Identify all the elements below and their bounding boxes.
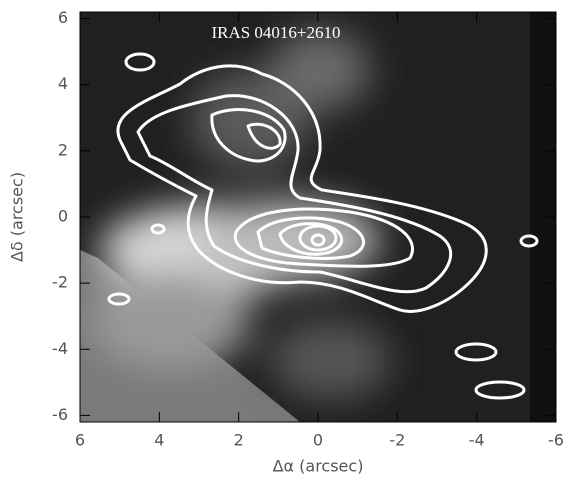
contour bbox=[256, 216, 365, 260]
contour bbox=[233, 207, 414, 268]
contour bbox=[124, 52, 156, 72]
contour bbox=[454, 342, 498, 362]
contour bbox=[116, 64, 488, 313]
contour bbox=[210, 108, 287, 163]
contours bbox=[107, 52, 539, 400]
x-tick-label: -4 bbox=[469, 431, 485, 450]
x-tick-label: -2 bbox=[389, 431, 405, 450]
contour bbox=[107, 292, 131, 306]
contour bbox=[310, 233, 326, 247]
x-tick-label: -6 bbox=[548, 431, 564, 450]
x-axis-label: Δα (arcsec) bbox=[273, 457, 364, 476]
chart-title: IRAS 04016+2610 bbox=[211, 23, 340, 42]
contour bbox=[298, 224, 338, 252]
y-tick-label: 0 bbox=[58, 207, 68, 226]
y-tick-label: -6 bbox=[52, 405, 68, 424]
contour bbox=[150, 223, 166, 235]
contour bbox=[474, 380, 526, 400]
x-tick-label: 6 bbox=[75, 431, 85, 450]
x-tick-label: 4 bbox=[154, 431, 164, 450]
y-tick-label: -4 bbox=[52, 339, 68, 358]
y-tick-label: 2 bbox=[58, 140, 68, 159]
contour bbox=[246, 122, 282, 150]
contour bbox=[136, 94, 453, 294]
x-tick-label: 0 bbox=[313, 431, 323, 450]
contour bbox=[278, 222, 343, 256]
contour bbox=[519, 234, 539, 248]
y-tick-label: -2 bbox=[52, 273, 68, 292]
x-tick-label: 2 bbox=[234, 431, 244, 450]
y-axis-label: Δδ (arcsec) bbox=[8, 172, 27, 262]
axes: 6 4 2 0 -2 -4 -6 -6 -4 -2 0 2 4 6 bbox=[52, 8, 564, 449]
y-tick-label: 6 bbox=[58, 8, 68, 27]
y-tick-label: 4 bbox=[58, 74, 68, 93]
